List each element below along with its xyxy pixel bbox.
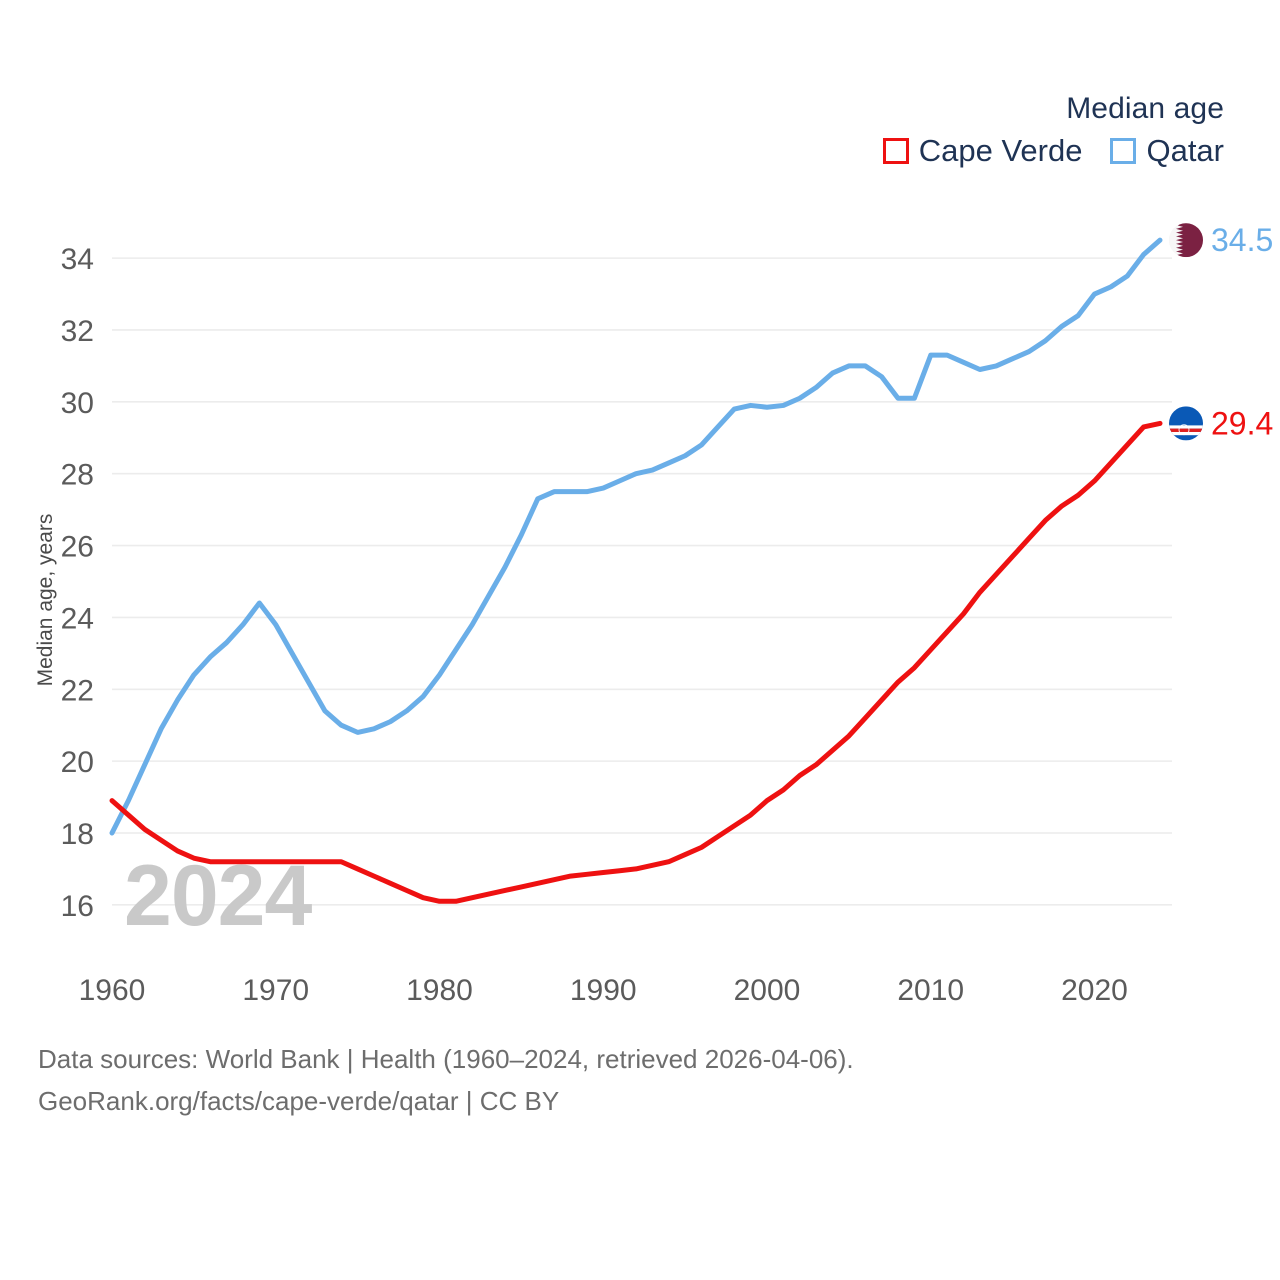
y-tick-18: 18 [61,818,94,851]
qatar-flag-icon [1169,223,1203,258]
series-line-qatar [109,237,1163,836]
cape-verde-flag-icon [1169,406,1203,441]
x-tick-1960: 1960 [79,974,146,1007]
y-tick-32: 32 [61,315,94,348]
y-axis-tick-labels: 16 18 20 22 24 26 28 30 32 34 [61,243,94,923]
x-axis-tick-labels: 1960 1970 1980 1990 2000 2010 2020 [79,974,1128,1007]
x-tick-1990: 1990 [570,974,637,1007]
y-tick-16: 16 [61,890,94,923]
endpoint-value-cape-verde: 29.4 [1211,405,1273,441]
series-lines [109,237,1163,904]
line-chart: 16 18 20 22 24 26 28 30 32 34 1960 1970 1980 1990 200… [34,222,1273,1007]
footer-attribution: GeoRank.org/facts/cape-verde/qatar | CC … [38,1086,560,1117]
y-tick-22: 22 [61,674,94,707]
legend-label-cape-verde: Cape Verde [918,133,1083,168]
legend-swatch-qatar [1110,137,1137,164]
y-tick-24: 24 [61,602,94,635]
y-tick-28: 28 [61,459,94,492]
x-tick-1980: 1980 [406,974,473,1007]
y-tick-26: 26 [61,531,94,564]
y-tick-34: 34 [61,243,94,276]
chart-footer: Data sources: World Bank | Health (1960–… [38,1038,1238,1122]
legend-items: Cape Verde Qatar [882,133,1224,168]
endpoint-value-qatar: 34.5 [1211,222,1273,258]
series-line-cape-verde [109,420,1163,904]
endpoint-marker-qatar: 34.5 [1169,222,1273,258]
legend-label-qatar: Qatar [1146,133,1224,168]
y-tick-20: 20 [61,746,94,779]
series-endpoint-markers: 29.4 34.5 [1169,222,1273,441]
y-axis-title: Median age, years [34,514,57,687]
legend-item-qatar[interactable]: Qatar [1110,135,1224,166]
footer-data-sources: Data sources: World Bank | Health (1960–… [38,1044,854,1074]
chart-legend: Median age Cape Verde Qatar [0,92,1252,169]
legend-item-cape-verde[interactable]: Cape Verde [882,133,1083,168]
x-tick-2020: 2020 [1061,974,1128,1007]
x-tick-2010: 2010 [897,974,964,1007]
y-tick-30: 30 [61,387,94,420]
legend-title: Median age [1066,92,1224,125]
legend-swatch-cape-verde [882,137,909,164]
x-tick-2000: 2000 [734,974,801,1007]
x-tick-1970: 1970 [242,974,309,1007]
endpoint-marker-cape-verde: 29.4 [1169,405,1273,441]
grid-lines [112,257,1172,906]
